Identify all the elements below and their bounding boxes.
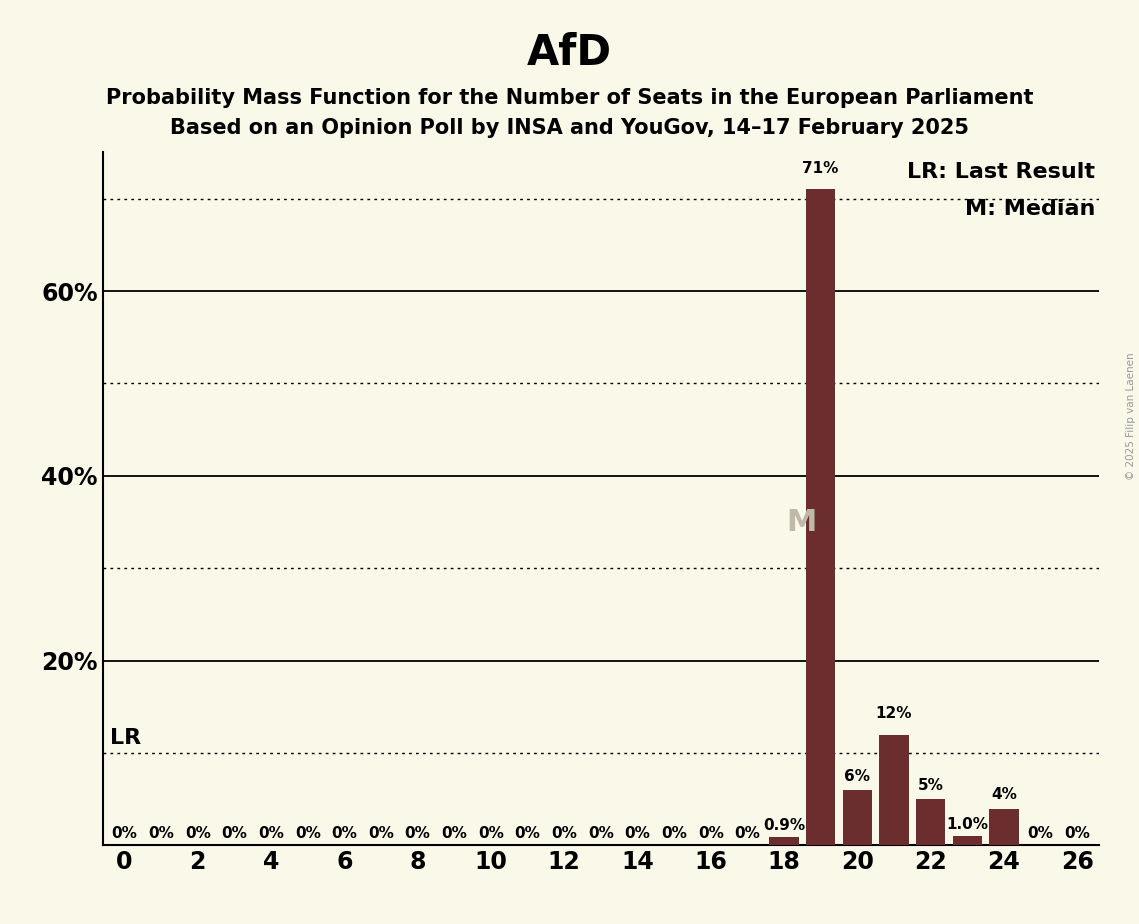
Text: 5%: 5% xyxy=(918,778,943,793)
Bar xyxy=(952,836,982,845)
Text: 0%: 0% xyxy=(1027,826,1054,841)
Text: 0%: 0% xyxy=(259,826,284,841)
Bar xyxy=(806,189,835,845)
Text: 12%: 12% xyxy=(876,706,912,721)
Text: 0%: 0% xyxy=(441,826,467,841)
Text: M: Median: M: Median xyxy=(965,199,1096,219)
Text: 0%: 0% xyxy=(148,826,174,841)
Text: 0.9%: 0.9% xyxy=(763,818,805,833)
Text: 0%: 0% xyxy=(1064,826,1090,841)
Text: 0%: 0% xyxy=(735,826,761,841)
Text: AfD: AfD xyxy=(527,32,612,74)
Text: 0%: 0% xyxy=(331,826,358,841)
Text: LR: Last Result: LR: Last Result xyxy=(908,162,1096,182)
Text: 0%: 0% xyxy=(588,826,614,841)
Text: 6%: 6% xyxy=(844,769,870,784)
Bar xyxy=(916,799,945,845)
Text: 0%: 0% xyxy=(698,826,723,841)
Text: 1.0%: 1.0% xyxy=(947,817,989,832)
Text: © 2025 Filip van Laenen: © 2025 Filip van Laenen xyxy=(1126,352,1136,480)
Text: 0%: 0% xyxy=(551,826,577,841)
Text: Based on an Opinion Poll by INSA and YouGov, 14–17 February 2025: Based on an Opinion Poll by INSA and You… xyxy=(170,118,969,139)
Text: 4%: 4% xyxy=(991,787,1017,802)
Text: 0%: 0% xyxy=(478,826,503,841)
Text: 0%: 0% xyxy=(404,826,431,841)
Bar xyxy=(879,735,909,845)
Text: 0%: 0% xyxy=(221,826,247,841)
Text: 0%: 0% xyxy=(295,826,321,841)
Bar xyxy=(989,808,1018,845)
Text: 0%: 0% xyxy=(624,826,650,841)
Bar xyxy=(843,790,872,845)
Text: M: M xyxy=(786,507,817,537)
Text: 0%: 0% xyxy=(185,826,211,841)
Text: 71%: 71% xyxy=(803,161,838,176)
Text: LR: LR xyxy=(109,728,141,748)
Text: 0%: 0% xyxy=(661,826,687,841)
Text: 0%: 0% xyxy=(112,826,138,841)
Text: 0%: 0% xyxy=(515,826,541,841)
Text: Probability Mass Function for the Number of Seats in the European Parliament: Probability Mass Function for the Number… xyxy=(106,88,1033,108)
Text: 0%: 0% xyxy=(368,826,394,841)
Bar xyxy=(769,837,798,845)
